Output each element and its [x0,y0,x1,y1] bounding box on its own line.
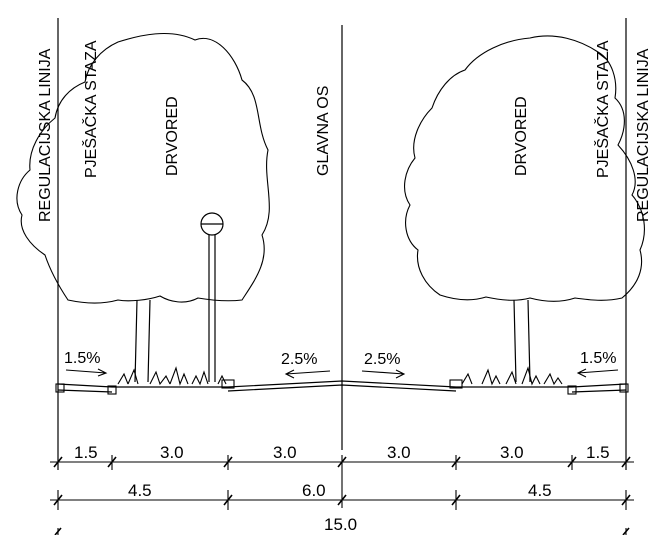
kerb-2 [107,385,117,395]
tree-trunk-left [134,299,151,383]
dim-row2-1: 4.5 [128,481,152,500]
kerb-6 [619,383,629,393]
dim-row1-2: 3.0 [160,443,184,462]
kerb-5 [567,385,577,395]
label-footpath-right: PJEŠAČKA STAZA [593,40,612,178]
dim-row3-1: 15.0 [324,515,357,534]
label-tree-row-right: DRVORED [513,96,530,176]
road-surface [57,380,627,388]
tree-canopy-left [16,32,270,304]
label-footpath-left: PJEŠAČKA STAZA [81,40,100,178]
grade-label-right-road: 2.5% [364,351,400,368]
grade-arrow-right-road [361,369,406,379]
dim-row1-6: 1.5 [586,443,610,462]
grade-arrow-right-footpath [576,368,619,378]
dim-row2-3: 4.5 [528,481,552,500]
grass-right [461,366,563,386]
tree-canopy-right [404,35,645,302]
label-main-axis: GLAVNA OS [315,86,332,176]
grade-arrow-left-road [284,369,331,379]
grade-arrow-left-footpath [65,368,108,377]
dim-row1-5: 3.0 [500,443,524,462]
dim-row1-4: 3.0 [387,443,411,462]
grade-label-right-footpath: 1.5% [580,350,616,367]
grade-label-left-road: 2.5% [281,351,317,368]
road-surface-bottom [57,384,627,393]
label-regulation-line-right: REGULACIJSKA LINIJA [635,48,649,222]
grade-label-left-footpath: 1.5% [64,350,100,367]
tree-trunk-right [513,299,531,383]
label-regulation-line-left: REGULACIJSKA LINIJA [37,48,54,222]
kerb-3 [221,379,235,389]
dim-row2-2: 6.0 [302,481,326,500]
grass-left [117,366,227,386]
kerb-4 [449,379,463,389]
dim-row1-3: 3.0 [273,443,297,462]
dimension-ticks [53,456,631,535]
label-tree-row-left: DRVORED [164,96,181,176]
dim-row1-1: 1.5 [74,443,98,462]
kerb-1 [55,383,65,393]
street-lamp-pole [208,235,216,382]
